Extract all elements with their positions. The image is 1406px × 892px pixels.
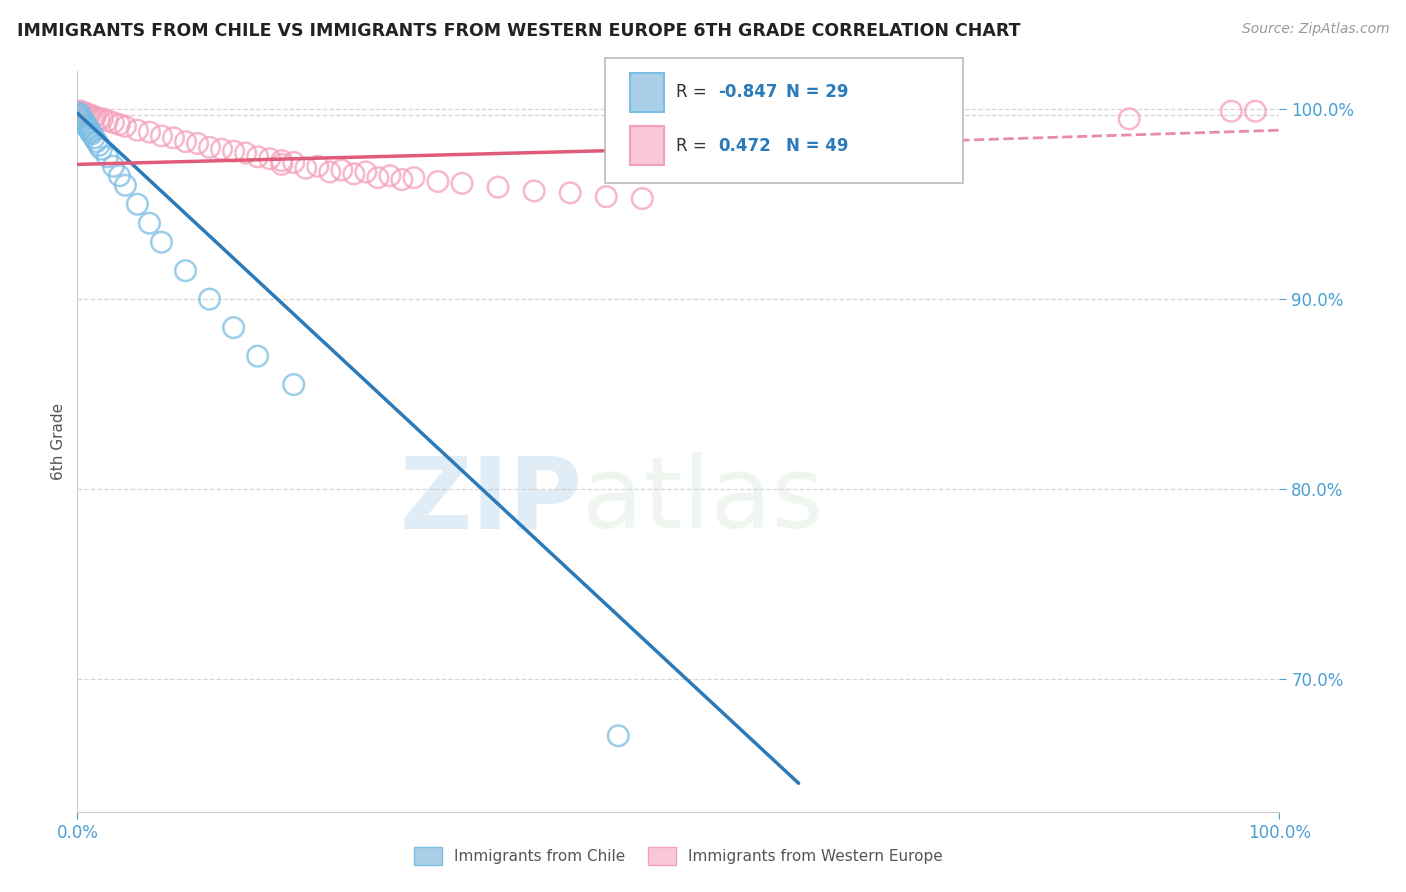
- Point: [73, 115, 96, 129]
- Point: [79, 123, 101, 137]
- Point: [103, 115, 125, 129]
- Point: [87, 138, 110, 153]
- Point: [367, 170, 389, 185]
- Point: [451, 177, 474, 191]
- Point: [198, 292, 221, 306]
- Text: ZIP: ZIP: [399, 452, 582, 549]
- Point: [83, 130, 105, 145]
- Text: N = 29: N = 29: [786, 84, 848, 102]
- Point: [1244, 104, 1267, 119]
- Point: [96, 150, 118, 164]
- Point: [631, 192, 654, 206]
- Point: [246, 150, 269, 164]
- Point: [114, 120, 136, 134]
- Point: [560, 186, 582, 200]
- Point: [222, 144, 245, 158]
- Point: [150, 128, 173, 143]
- Point: [246, 349, 269, 363]
- Point: [82, 110, 104, 124]
- Text: Source: ZipAtlas.com: Source: ZipAtlas.com: [1241, 22, 1389, 37]
- Point: [523, 184, 546, 198]
- Point: [162, 130, 184, 145]
- Point: [1220, 104, 1243, 119]
- Text: -0.847: -0.847: [718, 84, 778, 102]
- Point: [76, 120, 98, 134]
- Point: [174, 263, 197, 277]
- Point: [174, 135, 197, 149]
- Point: [402, 170, 425, 185]
- Point: [91, 112, 114, 126]
- Point: [75, 106, 97, 120]
- Point: [427, 174, 450, 188]
- Point: [343, 167, 366, 181]
- Point: [391, 172, 413, 186]
- Point: [79, 108, 101, 122]
- Point: [90, 142, 112, 156]
- Legend: Immigrants from Chile, Immigrants from Western Europe: Immigrants from Chile, Immigrants from W…: [408, 841, 949, 871]
- Point: [607, 729, 630, 743]
- Point: [67, 106, 90, 120]
- Point: [70, 104, 93, 119]
- Point: [211, 142, 233, 156]
- Point: [79, 125, 101, 139]
- Point: [307, 159, 329, 173]
- Text: IMMIGRANTS FROM CHILE VS IMMIGRANTS FROM WESTERN EUROPE 6TH GRADE CORRELATION CH: IMMIGRANTS FROM CHILE VS IMMIGRANTS FROM…: [17, 22, 1021, 40]
- Point: [198, 140, 221, 154]
- Point: [138, 125, 160, 139]
- Point: [595, 189, 617, 203]
- Point: [86, 135, 108, 149]
- Point: [77, 108, 100, 122]
- Point: [330, 163, 353, 178]
- Point: [283, 377, 305, 392]
- Point: [108, 118, 131, 132]
- Point: [96, 113, 118, 128]
- Point: [70, 110, 93, 124]
- Point: [80, 127, 103, 141]
- Point: [75, 118, 97, 132]
- Point: [186, 136, 209, 151]
- Point: [77, 121, 100, 136]
- Text: 0.472: 0.472: [718, 136, 772, 154]
- Point: [138, 216, 160, 230]
- Point: [294, 161, 316, 176]
- Point: [127, 123, 149, 137]
- Point: [72, 113, 94, 128]
- Point: [127, 197, 149, 211]
- Text: N = 49: N = 49: [786, 136, 848, 154]
- Point: [72, 106, 94, 120]
- Point: [283, 155, 305, 169]
- Point: [222, 320, 245, 334]
- Point: [70, 112, 93, 126]
- Point: [259, 152, 281, 166]
- Point: [108, 169, 131, 183]
- Point: [354, 165, 377, 179]
- Point: [319, 165, 342, 179]
- Point: [378, 169, 401, 183]
- Point: [235, 146, 257, 161]
- Point: [103, 159, 125, 173]
- Text: atlas: atlas: [582, 452, 824, 549]
- Point: [150, 235, 173, 250]
- Point: [84, 110, 107, 124]
- Point: [270, 153, 292, 168]
- Point: [87, 112, 110, 126]
- Point: [114, 178, 136, 193]
- Point: [486, 180, 509, 194]
- Point: [69, 108, 91, 122]
- Point: [67, 104, 90, 119]
- Point: [1118, 112, 1140, 126]
- Point: [270, 157, 292, 171]
- Text: R =: R =: [676, 84, 713, 102]
- Text: R =: R =: [676, 136, 713, 154]
- Y-axis label: 6th Grade: 6th Grade: [51, 403, 66, 480]
